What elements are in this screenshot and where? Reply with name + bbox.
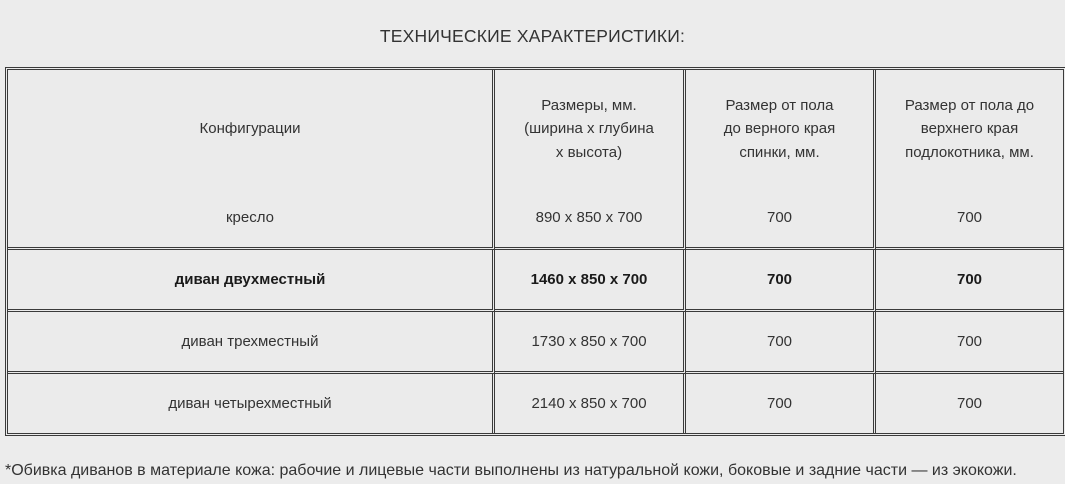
cell-arm-height: 700 bbox=[876, 374, 1063, 433]
spec-table-container: Конфигурации Размеры, мм. (ширина х глуб… bbox=[5, 67, 1065, 436]
cell-dimensions: 1730 x 850 x 700 bbox=[495, 312, 686, 374]
cell-back-height: 700 bbox=[686, 250, 876, 312]
cell-arm-height: 700 bbox=[876, 188, 1063, 250]
table-row: диван четырехместный 2140 x 850 x 700 70… bbox=[8, 374, 1063, 433]
column-header-back-height-line1: Размер от пола bbox=[725, 97, 834, 115]
cell-configuration: кресло bbox=[8, 188, 495, 250]
column-header-back-height-line2: до верного края bbox=[723, 120, 836, 138]
table-body: кресло 890 x 850 x 700 700 700 диван дву… bbox=[8, 188, 1063, 433]
column-header-configurations-label: Конфигурации bbox=[199, 120, 301, 138]
page-title: ТЕХНИЧЕСКИЕ ХАРАКТЕРИСТИКИ: bbox=[379, 26, 686, 46]
cell-dimensions: 1460 x 850 x 700 bbox=[495, 250, 686, 312]
column-header-configurations: Конфигурации bbox=[8, 70, 495, 188]
cell-dimensions: 890 x 850 x 700 bbox=[495, 188, 686, 250]
cell-dimensions: 2140 x 850 x 700 bbox=[495, 374, 686, 433]
column-header-back-height: Размер от пола до верного края спинки, м… bbox=[686, 70, 876, 188]
column-header-dimensions-line3: х высота) bbox=[555, 143, 623, 161]
column-header-arm-height-line3: подлокотника, мм. bbox=[905, 143, 1034, 161]
cell-back-height: 700 bbox=[686, 374, 876, 433]
column-header-dimensions-line2: (ширина х глубина bbox=[524, 120, 654, 138]
column-header-arm-height: Размер от пола до верхнего края подлокот… bbox=[876, 70, 1063, 188]
cell-arm-height: 700 bbox=[876, 312, 1063, 374]
upholstery-footnote: *Обивка диванов в материале кожа: рабочи… bbox=[5, 462, 1017, 479]
table-row: диван трехместный 1730 x 850 x 700 700 7… bbox=[8, 312, 1063, 374]
cell-back-height: 700 bbox=[686, 188, 876, 250]
spec-sheet-page: ТЕХНИЧЕСКИЕ ХАРАКТЕРИСТИКИ: Конфигурации… bbox=[5, 26, 1065, 479]
column-header-arm-height-line2: верхнего края bbox=[920, 120, 1019, 138]
table-row: кресло 890 x 850 x 700 700 700 bbox=[8, 188, 1063, 250]
cell-back-height: 700 bbox=[686, 312, 876, 374]
cell-arm-height: 700 bbox=[876, 250, 1063, 312]
column-header-back-height-line3: спинки, мм. bbox=[739, 143, 820, 161]
column-header-dimensions: Размеры, мм. (ширина х глубина х высота) bbox=[495, 70, 686, 188]
specifications-table: Конфигурации Размеры, мм. (ширина х глуб… bbox=[5, 67, 1065, 436]
table-header-row: Конфигурации Размеры, мм. (ширина х глуб… bbox=[8, 70, 1063, 188]
cell-configuration: диван двухместный bbox=[8, 250, 495, 312]
table-header: Конфигурации Размеры, мм. (ширина х глуб… bbox=[8, 70, 1063, 188]
table-row: диван двухместный 1460 x 850 x 700 700 7… bbox=[8, 250, 1063, 312]
column-header-arm-height-line1: Размер от пола до bbox=[904, 97, 1035, 115]
cell-configuration: диван четырехместный bbox=[8, 374, 495, 433]
cell-configuration: диван трехместный bbox=[8, 312, 495, 374]
column-header-dimensions-line1: Размеры, мм. bbox=[541, 97, 637, 115]
